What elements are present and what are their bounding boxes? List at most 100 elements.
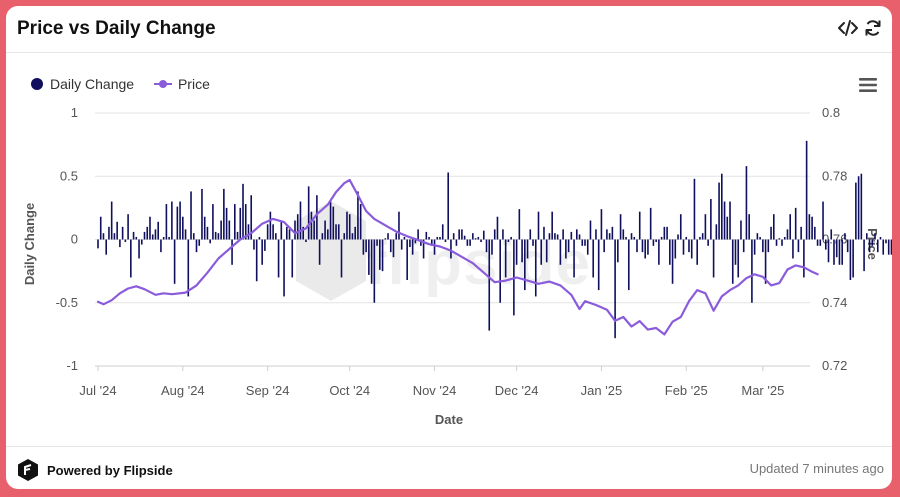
x-tick-label: Jul '24: [79, 383, 116, 398]
daily-change-bar: [414, 239, 417, 244]
daily-change-bar: [685, 236, 688, 240]
daily-change-bar: [302, 226, 304, 240]
daily-change-bar: [318, 239, 321, 265]
daily-change-bar: [835, 239, 838, 258]
daily-change-bar: [127, 214, 129, 240]
daily-change-bar: [272, 224, 274, 240]
daily-change-bar: [384, 238, 387, 240]
daily-change-bar: [231, 239, 233, 265]
daily-change-bar: [844, 233, 846, 240]
daily-change-bar: [236, 231, 239, 240]
daily-change-bar: [504, 239, 507, 278]
daily-change-bar: [663, 226, 666, 240]
flipside-watermark-text: flipside: [366, 229, 592, 298]
daily-change-bar: [381, 239, 384, 272]
daily-change-bar: [682, 239, 685, 255]
legend-item-price[interactable]: Price: [153, 76, 210, 92]
daily-change-bar: [340, 239, 343, 278]
daily-change-bar: [666, 226, 668, 240]
daily-change-bar: [357, 191, 359, 240]
daily-change-bar: [277, 239, 280, 278]
daily-change-bar: [551, 211, 553, 240]
daily-change-bar: [406, 239, 408, 280]
hamburger-menu-icon[interactable]: [858, 76, 878, 94]
daily-change-bar: [313, 220, 315, 240]
daily-change-bar: [597, 239, 600, 291]
daily-change-bar: [660, 236, 663, 240]
daily-change-bar: [595, 229, 597, 240]
daily-change-bar: [885, 239, 887, 244]
daily-change-bar: [439, 236, 441, 240]
daily-change-bar: [565, 239, 567, 259]
daily-change-bar: [696, 239, 698, 265]
daily-change-bar: [398, 211, 400, 240]
daily-change-bar: [751, 239, 753, 303]
daily-change-bar: [803, 239, 805, 278]
daily-change-bar: [269, 211, 272, 240]
daily-change-bar: [619, 214, 622, 240]
daily-change-bar: [789, 214, 792, 240]
y-right-tick-label: 0.78: [822, 168, 847, 183]
daily-change-bar: [868, 239, 871, 253]
daily-change-bar: [608, 233, 611, 240]
flipside-brand[interactable]: Powered by Flipside: [17, 459, 173, 481]
daily-change-bar: [759, 236, 761, 240]
daily-change-bar: [348, 214, 351, 240]
daily-change-bar: [124, 239, 127, 243]
daily-change-bar: [532, 239, 534, 246]
daily-change-bar: [228, 220, 231, 240]
daily-change-bar: [441, 224, 444, 240]
daily-change-bar: [209, 239, 211, 244]
daily-change-bar: [485, 239, 488, 253]
daily-change-bar: [151, 234, 154, 240]
daily-change-bar: [764, 239, 767, 284]
daily-change-bar: [586, 239, 589, 255]
daily-change-bar: [261, 239, 263, 265]
daily-change-bar: [567, 239, 570, 253]
daily-change-bar: [450, 239, 452, 259]
daily-change-bar: [182, 216, 184, 240]
x-tick-label: Feb '25: [665, 383, 708, 398]
daily-change-bar: [507, 239, 510, 243]
daily-change-bar: [740, 220, 742, 240]
daily-change-bar: [116, 221, 118, 240]
code-icon[interactable]: [838, 18, 858, 38]
daily-change-bar: [669, 239, 671, 265]
daily-change-bar: [674, 239, 677, 259]
daily-change-bar: [882, 239, 885, 255]
legend-item-daily-change[interactable]: Daily Change: [30, 76, 134, 92]
daily-change-bar: [264, 239, 266, 251]
daily-change-bar: [253, 239, 255, 250]
daily-change-bar: [379, 239, 381, 270]
x-tick-label: Dec '24: [495, 383, 539, 398]
daily-change-bar: [332, 206, 335, 240]
daily-change-bar: [305, 239, 307, 243]
daily-change-bar: [452, 233, 455, 240]
daily-change-bar: [157, 221, 159, 240]
daily-change-bar: [466, 239, 469, 246]
x-tick-label: Nov '24: [413, 383, 457, 398]
daily-change-bar: [745, 166, 748, 240]
daily-change-bar: [428, 236, 430, 240]
daily-change-bar: [354, 226, 356, 240]
daily-change-bar: [562, 229, 564, 240]
daily-change-bar: [537, 211, 540, 240]
daily-change-bar: [149, 216, 151, 240]
daily-change-bar: [622, 229, 625, 240]
y-left-tick-label: 1: [71, 105, 78, 120]
daily-change-bar: [707, 239, 709, 246]
daily-change-bar: [554, 233, 556, 240]
daily-change-bar: [239, 207, 242, 240]
daily-change-bar: [373, 239, 376, 303]
daily-change-bar: [203, 216, 206, 240]
daily-change-bar: [584, 239, 586, 246]
daily-change-bar: [805, 140, 808, 240]
y-left-tick-label: 0.5: [60, 168, 78, 183]
daily-change-bar: [179, 201, 181, 240]
daily-change-bar: [688, 239, 690, 253]
daily-change-bar: [214, 231, 217, 240]
daily-change-bar: [800, 226, 802, 240]
refresh-icon[interactable]: [863, 18, 883, 38]
daily-change-bar: [420, 239, 422, 246]
daily-change-bar: [704, 214, 707, 240]
